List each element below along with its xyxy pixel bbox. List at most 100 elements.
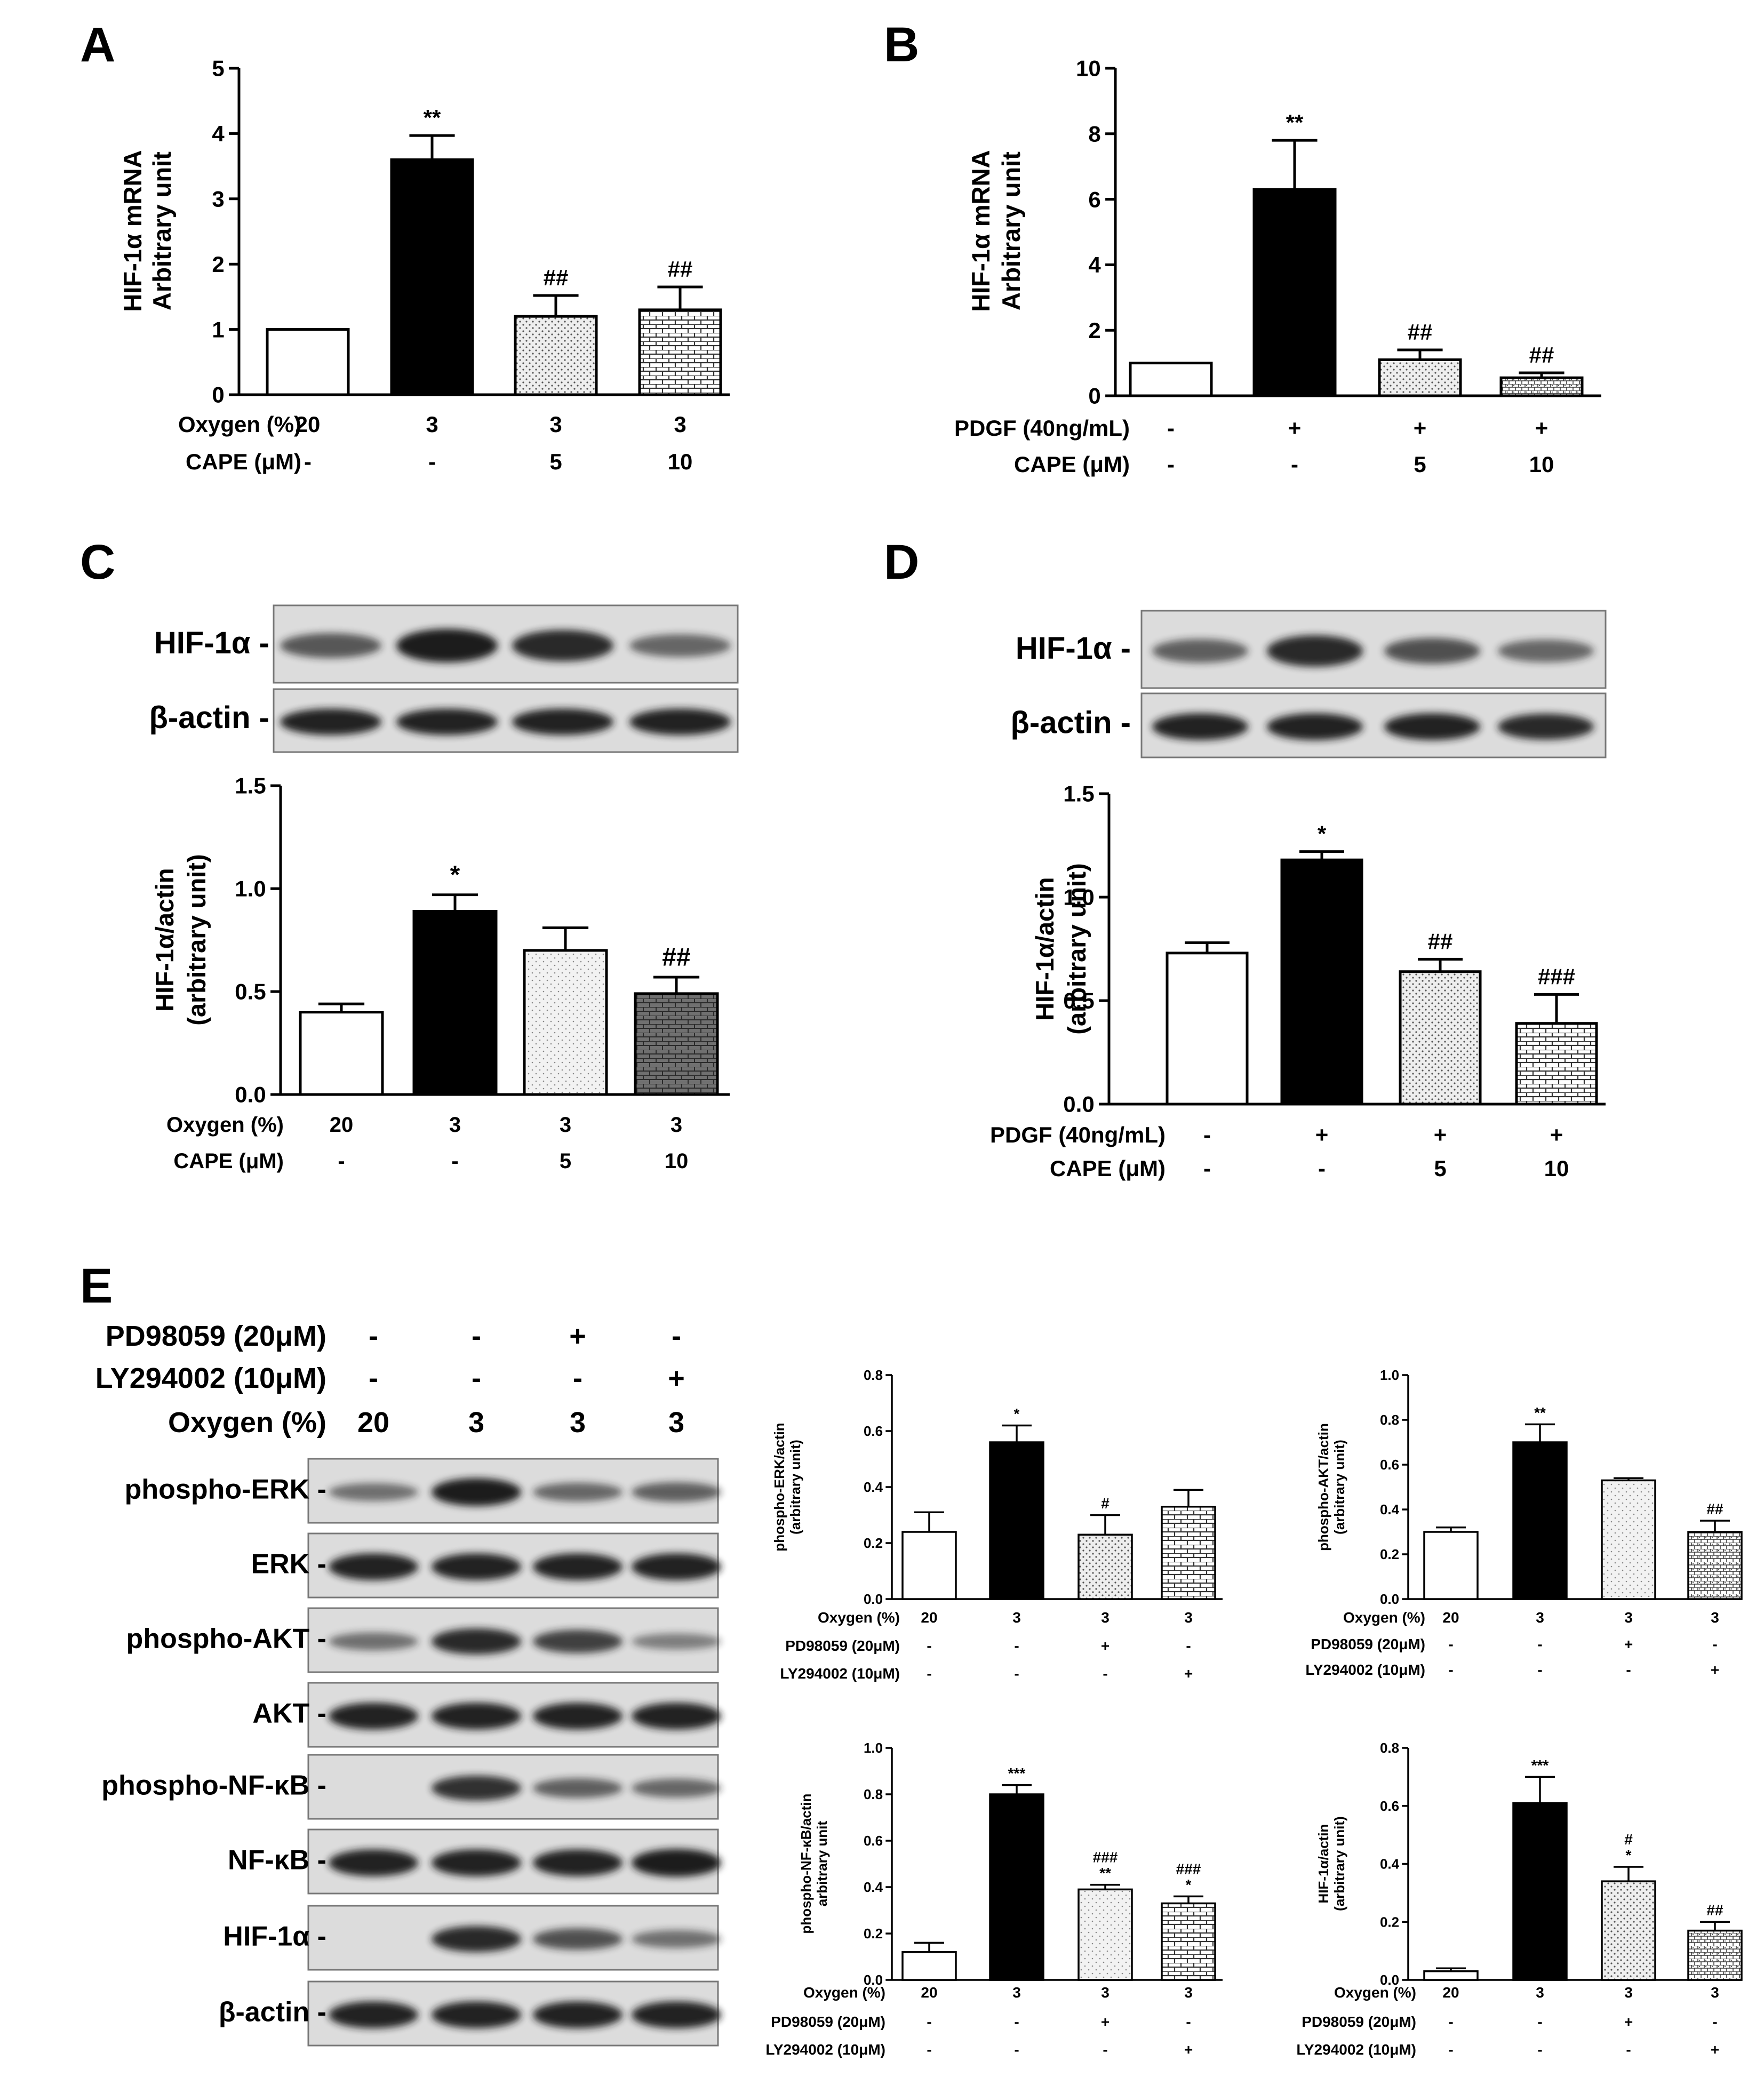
y-axis-label: HIF-1α/actin xyxy=(1031,877,1059,1020)
blot-band xyxy=(533,1629,622,1653)
chart-d: 0.0 0.5 1.0 1.5 HIF-1α/actin (arbitrary unit)… xyxy=(990,781,1606,1181)
condition-value: + xyxy=(1414,416,1427,441)
y-tick-label: 0.8 xyxy=(1380,1740,1399,1756)
condition-value: - xyxy=(304,449,312,474)
condition-value: 3 xyxy=(1184,1984,1193,2001)
blot-band xyxy=(396,708,498,736)
significance-mark: * xyxy=(1318,821,1327,846)
y-tick-label: 0.2 xyxy=(1380,1546,1399,1562)
blot-row-label: AKT - xyxy=(252,1698,326,1729)
y-tick-label: 5 xyxy=(212,56,224,81)
chart-e4: 0.0 0.2 0.4 0.6 0.8 HIF-1α/actin (arbitrary un… xyxy=(1296,1740,1743,2058)
bar xyxy=(1515,1022,1598,1106)
blot-band xyxy=(329,1553,418,1580)
condition-value: 3 xyxy=(1624,1609,1633,1626)
treatment-value: 3 xyxy=(668,1407,684,1439)
condition-value: - xyxy=(927,2014,931,2030)
condition-value: - xyxy=(1103,1665,1107,1682)
condition-label: PD98059 (20μM) xyxy=(1302,2014,1416,2030)
condition-value: + xyxy=(1624,1636,1633,1652)
significance-mark: * xyxy=(1014,1405,1020,1422)
y-tick-label: 0.0 xyxy=(864,1972,883,1988)
condition-value: - xyxy=(1448,1661,1453,1678)
blot-band xyxy=(632,1633,721,1650)
y-tick-label: 1.5 xyxy=(1063,781,1094,806)
significance-mark: ## xyxy=(668,257,693,282)
y-axis-label: phospho-NF-κB/actin xyxy=(798,1794,814,1934)
bar xyxy=(989,1441,1044,1600)
blot-band xyxy=(1384,713,1480,740)
condition-value: 3 xyxy=(674,412,686,437)
condition-value: 3 xyxy=(1101,1609,1110,1626)
y-tick-label: 0.0 xyxy=(235,1082,266,1107)
western-blot-e: phospho-ERK - ERK - phospho-AKT - AKT - phos… xyxy=(95,1320,721,2047)
y-tick-label: 0.2 xyxy=(864,1926,883,1942)
y-axis-label: (arbitrary unit) xyxy=(1063,863,1091,1034)
blot-band xyxy=(533,1849,622,1876)
treatment-value: - xyxy=(369,1320,378,1352)
blot-band xyxy=(632,1778,721,1798)
chart-e3: 0.0 0.2 0.4 0.6 0.8 1.0 phospho-NF-κB/actin arb… xyxy=(765,1740,1223,2058)
condition-label: Oxygen (%) xyxy=(818,1609,900,1626)
treatment-value: 20 xyxy=(357,1407,389,1439)
blots-layer: HIF-1α -β-actin -HIF-1α -β-actin -phosph… xyxy=(95,604,1607,2047)
y-tick-label: 4 xyxy=(1088,252,1101,277)
significance-mark: ## xyxy=(662,943,690,971)
condition-value: - xyxy=(428,449,436,474)
condition-value: - xyxy=(1712,2014,1717,2030)
y-tick-label: 0.6 xyxy=(1380,1798,1399,1814)
bar xyxy=(523,949,608,1096)
chart-b: 0 2 4 6 8 10 HIF-1α mRNA Arbitrary unit ** ## ## PD… xyxy=(954,56,1601,477)
y-axis-label: arbitrary unit xyxy=(814,1820,830,1906)
significance-mark: ** xyxy=(1534,1404,1546,1421)
significance-mark: ** xyxy=(1286,110,1304,135)
blot-row-label: β-actin - xyxy=(1010,705,1131,740)
condition-label: PDGF (40ng/mL) xyxy=(990,1122,1166,1147)
treatment-label: LY294002 (10μM) xyxy=(95,1362,326,1394)
blot-band xyxy=(1498,714,1594,740)
blot-band xyxy=(629,708,731,736)
chart-e1: 0.0 0.2 0.4 0.6 0.8 phospho-ERK/actin (arbitra… xyxy=(771,1367,1223,1682)
condition-value: - xyxy=(1203,1156,1211,1181)
blot-row-label: phospho-AKT - xyxy=(126,1623,326,1654)
condition-value: 20 xyxy=(1442,1984,1459,2001)
blot-band xyxy=(280,633,381,658)
blot-band xyxy=(329,1632,418,1651)
panel-letter-d: D xyxy=(884,535,919,589)
condition-value: - xyxy=(1448,2041,1453,2058)
condition-value: + xyxy=(1711,2041,1719,2058)
bar xyxy=(1077,1888,1133,1981)
y-tick-label: 0.8 xyxy=(1380,1412,1399,1428)
bar xyxy=(1166,952,1249,1106)
y-tick-label: 0.8 xyxy=(864,1786,883,1802)
bar xyxy=(1252,188,1337,397)
condition-value: 3 xyxy=(549,412,562,437)
condition-label: CAPE (μM) xyxy=(1050,1156,1166,1181)
condition-value: - xyxy=(1203,1122,1211,1147)
y-tick-label: 0.0 xyxy=(1380,1972,1399,1988)
y-tick-label: 0.4 xyxy=(864,1879,883,1895)
condition-value: 20 xyxy=(1442,1609,1459,1626)
blot-band xyxy=(632,1930,721,1948)
condition-value: - xyxy=(1318,1156,1326,1181)
blot-row-label: NF-κB - xyxy=(228,1844,326,1875)
condition-value: + xyxy=(1184,2041,1193,2058)
condition-value: - xyxy=(1712,1636,1717,1652)
y-axis-label: HIF-1α/actin xyxy=(1315,1824,1331,1904)
treatment-value: - xyxy=(472,1320,481,1352)
y-axis-label: Arbitrary unit xyxy=(997,151,1025,310)
bar xyxy=(634,992,719,1096)
blot-row-label: ERK - xyxy=(251,1548,326,1579)
y-tick-label: 0.5 xyxy=(1063,988,1094,1013)
condition-value: - xyxy=(1626,1661,1631,1678)
condition-value: 20 xyxy=(921,1609,937,1626)
condition-value: - xyxy=(1448,2014,1453,2030)
blot-row-label: phospho-NF-κB - xyxy=(101,1770,326,1801)
y-tick-label: 0.6 xyxy=(1380,1457,1399,1473)
condition-value: - xyxy=(1537,2041,1542,2058)
blot-band xyxy=(280,708,381,736)
blot-band xyxy=(329,1849,418,1876)
significance-mark: ### xyxy=(1176,1860,1201,1877)
condition-value: 20 xyxy=(330,1113,354,1137)
